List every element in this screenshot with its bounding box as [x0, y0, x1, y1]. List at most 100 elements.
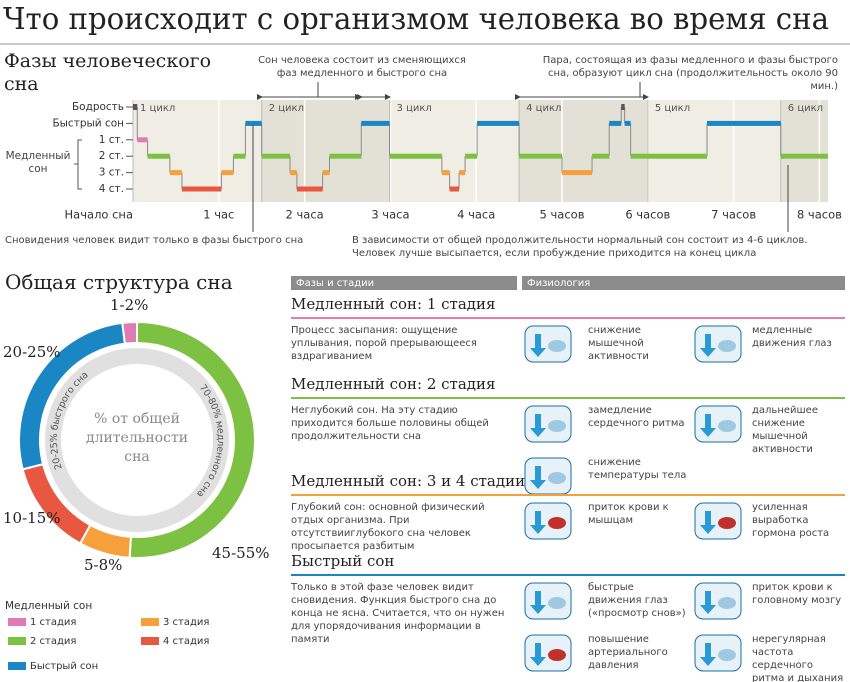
segment-label: 10-15% — [3, 509, 61, 527]
icon-mark — [700, 334, 716, 357]
physiology-item: быстрые движения глаз («просмотр снов») — [588, 582, 686, 619]
icon-mark — [548, 472, 566, 484]
legend-title: Медленный сон — [5, 600, 92, 612]
brace — [74, 139, 82, 190]
stage-segment — [329, 153, 362, 159]
legend-label: 4 стадия — [163, 636, 209, 647]
stage-segment — [133, 104, 138, 110]
legend-swatch — [8, 662, 26, 670]
stage-segment — [707, 120, 781, 126]
cycle-label: 3 цикл — [397, 103, 432, 114]
section-description: Глубокий сон: основной физический отдых … — [291, 502, 485, 552]
x-tick-label: 1 час — [203, 208, 234, 222]
legend-label: 2 стадия — [30, 636, 76, 647]
physiology-item: усиленная выработка гормона роста — [752, 502, 830, 539]
physiology-item: дальнейшее снижение мышечной активности — [752, 405, 818, 455]
icon-mark — [718, 649, 736, 661]
stage-segment — [261, 153, 291, 159]
icon-mark — [548, 517, 566, 529]
physiology-item: снижение мышечной активности — [588, 325, 649, 362]
section-description: Процесс засыпания: ощущение уплывания, п… — [291, 325, 477, 362]
physiology-item: снижение температуры тела — [588, 457, 687, 481]
stage-label: Бодрость — [72, 101, 124, 113]
stage-segment — [449, 186, 460, 192]
stage-segment — [562, 170, 593, 176]
stage-segment — [465, 153, 478, 159]
cycle-label: 1 цикл — [140, 103, 175, 114]
inner-ring — [45, 348, 229, 532]
legend-label: 3 стадия — [163, 617, 209, 628]
x-tick-label: 8 часов — [797, 208, 842, 222]
hypnogram: Начало сна 1 час 2 часа 3 часа 4 часа 5 часов… — [52, 100, 842, 222]
donut-heading: Общая структура сна — [5, 270, 233, 294]
icon-mark — [548, 649, 566, 661]
icon-mark — [530, 466, 546, 489]
stage-segment — [233, 153, 246, 159]
section-description: Только в этой фазе человек видит сновиде… — [291, 582, 505, 645]
stage-segment — [441, 170, 450, 176]
icon-mark — [718, 420, 736, 432]
annotation: В зависимости от общей продолжительности… — [352, 235, 808, 259]
stage-label: 1 ст. — [99, 134, 124, 146]
stage-segment — [630, 153, 708, 159]
stage-segment — [137, 137, 148, 143]
section-title: Медленный сон: 1 стадия — [291, 295, 496, 313]
stage-segment — [624, 120, 631, 126]
stage-segment — [296, 186, 323, 192]
stage-segment — [147, 153, 170, 159]
icon-mark — [530, 414, 546, 437]
icon-mark — [548, 597, 566, 609]
legend-label: 1 стадия — [30, 617, 76, 628]
donut-center-label: % от общей длительности сна — [85, 411, 189, 465]
legend-swatch — [141, 637, 159, 645]
icon-mark — [718, 340, 736, 352]
icon-mark — [530, 511, 546, 534]
x-tick-label: 3 часа — [371, 208, 409, 222]
stage-label: 2 ст. — [99, 150, 124, 162]
physiology-item: медленные движения глаз — [752, 325, 832, 349]
annotation: Пара, состоящая из фазы медленного и фаз… — [542, 55, 838, 92]
icon-mark — [700, 414, 716, 437]
stage-segment — [221, 170, 234, 176]
segment-label: 45-55% — [212, 544, 270, 562]
stage-segment — [621, 104, 625, 110]
section-description: Неглубокий сон. На эту стадию приходится… — [291, 405, 489, 442]
segment-label: 1-2% — [110, 296, 149, 314]
segment-label: 5-8% — [84, 556, 123, 574]
stage-label: 4 ст. — [99, 183, 124, 195]
annotation: Сновидения человек видит только в фазы б… — [5, 235, 304, 246]
icon-mark — [700, 643, 716, 666]
physiology-item: замедление сердечного ритма — [588, 405, 685, 429]
stage-segment — [290, 170, 297, 176]
hypnogram-heading: Фазы человеческого сна — [4, 50, 212, 95]
icon-mark — [530, 643, 546, 666]
table-graphics: Фазы и стадии Физиология — [291, 276, 845, 672]
inner-label: 70-80% медленного сна — [195, 382, 227, 500]
x-tick-label: 2 часа — [286, 208, 324, 222]
plot-bg — [133, 100, 828, 202]
physiology-item: приток крови к головному мозгу — [752, 582, 842, 606]
legend-swatch — [141, 618, 159, 626]
icon-mark — [718, 597, 736, 609]
section-title: Быстрый сон — [291, 552, 395, 570]
title: Что происходит с организмом человека во … — [3, 2, 829, 37]
legend: Медленный сон 1 стадия 3 стадия 2 стадия 4 с… — [5, 600, 209, 672]
legend-label: Быстрый сон — [30, 661, 98, 672]
x-tick-label: 4 часа — [457, 208, 495, 222]
segment-label: 20-25% — [3, 343, 61, 361]
stage-label: 3 ст. — [99, 167, 124, 179]
inner-label-path: 70-80% медленного сна — [195, 382, 227, 500]
stage-segment — [592, 153, 610, 159]
icon-mark — [530, 591, 546, 614]
x-tick-label: 6 часов — [625, 208, 670, 222]
stage-segment — [477, 120, 520, 126]
stage-segment — [181, 186, 222, 192]
cycle-band — [261, 100, 390, 202]
physiology-item: повышение артериального давления — [588, 634, 668, 671]
cycle-label: 5 цикл — [655, 103, 690, 114]
header-bar — [291, 276, 517, 290]
stage-segment — [361, 120, 390, 126]
slow-sleep-label: Медленный сон — [5, 150, 71, 175]
